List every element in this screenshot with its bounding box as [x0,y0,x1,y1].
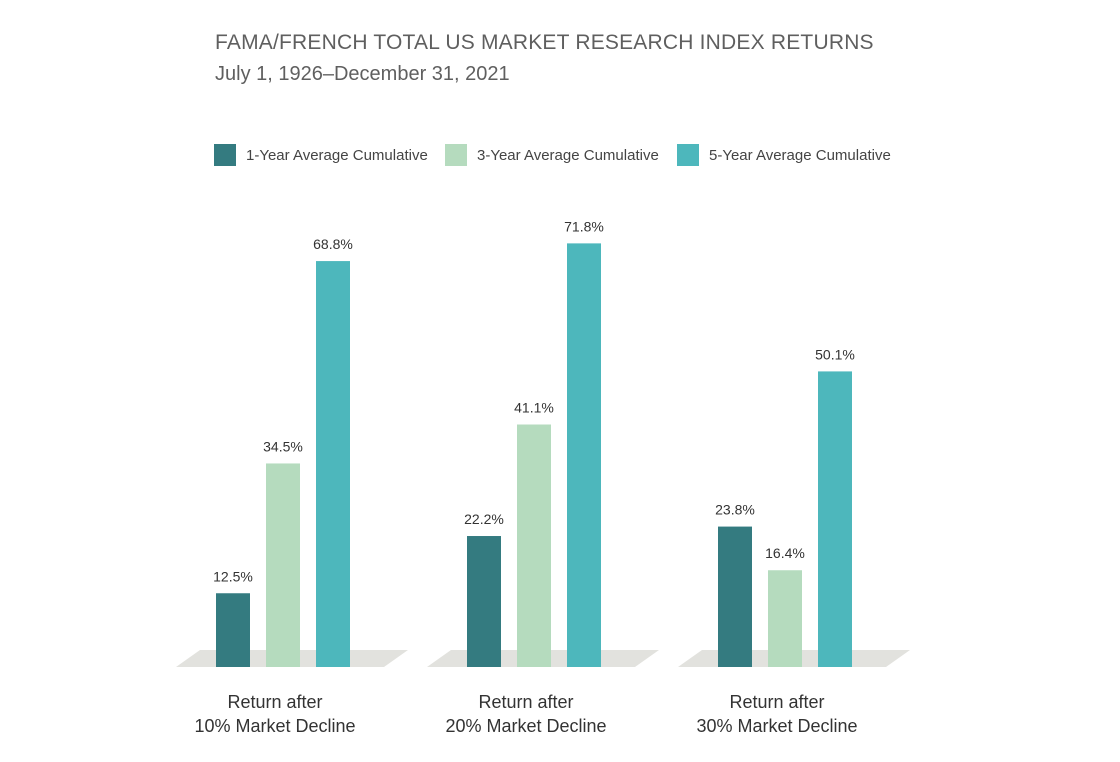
legend-swatch-3-year [445,144,467,166]
value-label-series-3-group-1: 68.8% [313,236,353,252]
legend-swatch-1-year [214,144,236,166]
bar-series-2-group-2 [517,424,551,667]
bar-series-1-group-2 [467,536,501,667]
category-label-line: 30% Market Decline [696,716,858,736]
legend-swatch-5-year [677,144,699,166]
chart-title: FAMA/FRENCH TOTAL US MARKET RESEARCH IND… [215,31,874,54]
category-label-2: Return after 20% Market Decline [406,690,646,738]
chart-subtitle: July 1, 1926–December 31, 2021 [215,63,510,85]
value-label-series-1-group-3: 23.8% [715,502,755,518]
value-label-series-2-group-1: 34.5% [263,438,303,454]
category-label-line: Return after [729,692,825,712]
bar-series-3-group-1 [316,261,350,667]
category-label-1: Return after 10% Market Decline [155,690,395,738]
bar-series-3-group-2 [567,243,601,667]
category-label-line: 10% Market Decline [194,716,356,736]
value-label-series-1-group-2: 22.2% [464,511,504,527]
value-label-series-2-group-2: 41.1% [514,400,554,416]
legend-label-1-year: 1-Year Average Cumulative [246,146,428,164]
category-label-line: Return after [227,692,323,712]
value-label-series-3-group-3: 50.1% [815,346,855,362]
category-label-line: Return after [478,692,574,712]
value-label-series-1-group-1: 12.5% [213,568,253,584]
bar-series-2-group-1 [266,463,300,667]
bar-series-1-group-1 [216,593,250,667]
bar-series-2-group-3 [768,570,802,667]
category-label-line: 20% Market Decline [445,716,607,736]
value-label-series-2-group-3: 16.4% [765,545,805,561]
value-label-series-3-group-2: 71.8% [564,218,604,234]
legend-item-3-year: 3-Year Average Cumulative [445,144,659,166]
legend-item-1-year: 1-Year Average Cumulative [214,144,428,166]
bar-series-3-group-3 [818,371,852,667]
legend-item-5-year: 5-Year Average Cumulative [677,144,891,166]
legend-label-3-year: 3-Year Average Cumulative [477,146,659,164]
legend-label-5-year: 5-Year Average Cumulative [709,146,891,164]
category-label-3: Return after 30% Market Decline [657,690,897,738]
bar-series-1-group-3 [718,526,752,667]
